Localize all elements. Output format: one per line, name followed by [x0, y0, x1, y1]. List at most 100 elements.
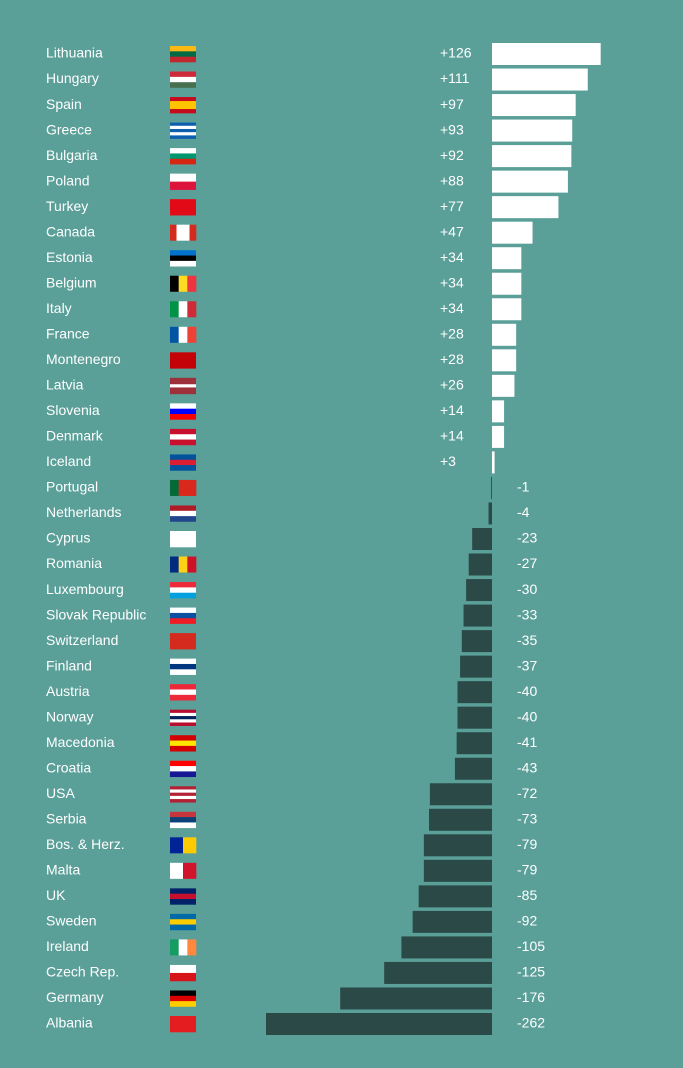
- flag-stripe: [170, 326, 179, 343]
- flag: [170, 990, 196, 1007]
- bar: [423, 834, 492, 857]
- flag-stripe: [170, 510, 196, 517]
- flag-stripe: [170, 709, 196, 714]
- flag: [170, 1016, 196, 1033]
- flag-stripe: [170, 786, 196, 790]
- country-label: Finland: [46, 657, 92, 673]
- flag: [170, 148, 196, 165]
- flag: [170, 531, 196, 548]
- country-label: Malta: [46, 862, 80, 878]
- bar: [492, 170, 568, 193]
- flag-stripe: [170, 260, 196, 267]
- value-label: -176: [517, 989, 545, 1005]
- value-label: -4: [517, 504, 530, 520]
- flag: [170, 46, 196, 63]
- flag-stripe: [170, 390, 196, 395]
- country-label: Bos. & Herz.: [46, 836, 125, 852]
- flag-stripe: [170, 745, 196, 752]
- flag: [170, 199, 196, 216]
- value-label: -92: [517, 913, 537, 929]
- flag: [170, 735, 196, 752]
- flag-stripe: [178, 939, 188, 956]
- country-label: Greece: [46, 121, 92, 137]
- bar: [492, 119, 573, 142]
- bar: [457, 681, 492, 704]
- bar: [463, 604, 492, 627]
- flag-stripe: [170, 556, 179, 573]
- flag-stripe: [170, 663, 196, 670]
- flag-stripe: [170, 899, 196, 905]
- value-label: +14: [440, 428, 464, 444]
- flag-stripe: [170, 122, 196, 127]
- flag: [170, 786, 196, 803]
- flag: [170, 326, 197, 343]
- flag-stripe: [170, 789, 196, 793]
- value-label: +34: [440, 300, 464, 316]
- flag-stripe: [170, 633, 196, 650]
- value-label: -85: [517, 887, 537, 903]
- bar: [454, 757, 492, 780]
- flag-stripe: [170, 505, 196, 512]
- value-label: -35: [517, 632, 537, 648]
- flag-stripe: [170, 995, 196, 1002]
- flag-stripe: [170, 792, 196, 797]
- value-label: -105: [517, 938, 545, 954]
- country-label: Lithuania: [46, 45, 103, 61]
- country-label: Croatia: [46, 759, 91, 775]
- country-label: Austria: [46, 683, 90, 699]
- flag-stripe: [170, 719, 196, 723]
- country-label: UK: [46, 887, 66, 903]
- country-label: Serbia: [46, 810, 87, 826]
- flag-stripe: [170, 71, 196, 78]
- flag: [170, 709, 196, 726]
- flag-stripe: [187, 556, 197, 573]
- flag-stripe: [170, 439, 196, 446]
- bar: [492, 43, 601, 65]
- country-label: Czech Rep.: [46, 964, 119, 980]
- value-label: -40: [517, 708, 537, 724]
- flag-stripe: [170, 716, 196, 720]
- flag-stripe: [170, 799, 196, 803]
- bar: [492, 400, 505, 423]
- flag: [170, 939, 197, 956]
- bar: [492, 94, 576, 117]
- bar: [488, 502, 492, 525]
- flag-stripe: [170, 722, 196, 726]
- bar: [492, 349, 517, 372]
- flag-stripe: [170, 76, 196, 83]
- flag: [170, 862, 197, 879]
- country-label: Turkey: [46, 198, 88, 214]
- flag-stripe: [187, 301, 197, 318]
- country-label: Montenegro: [46, 351, 121, 367]
- flag-stripe: [170, 893, 196, 900]
- value-label: -37: [517, 657, 537, 673]
- value-label: +3: [440, 453, 456, 469]
- bar: [412, 910, 492, 933]
- flag: [170, 505, 196, 522]
- bar: [266, 1013, 492, 1035]
- bar: [492, 196, 559, 219]
- country-label: Iceland: [46, 453, 91, 469]
- flag: [170, 684, 196, 701]
- flag-stripe: [178, 556, 188, 573]
- flag-stripe: [170, 128, 196, 133]
- flag-stripe: [170, 822, 196, 829]
- flag-stripe: [170, 101, 196, 106]
- flag: [170, 71, 196, 88]
- flag-stripe: [170, 592, 196, 599]
- flag: [170, 811, 196, 829]
- value-label: +77: [440, 198, 464, 214]
- flag-stripe: [170, 531, 196, 548]
- flag-stripe: [170, 766, 196, 772]
- flag-stripe: [170, 173, 196, 182]
- flag-stripe: [178, 301, 188, 318]
- country-label: Estonia: [46, 249, 93, 265]
- flag-stripe: [187, 479, 197, 496]
- flag-stripe: [183, 837, 197, 854]
- flag-stripe: [170, 735, 196, 741]
- value-label: -40: [517, 683, 537, 699]
- value-label: -30: [517, 581, 537, 597]
- bar: [460, 655, 492, 678]
- flag-stripe: [170, 301, 179, 318]
